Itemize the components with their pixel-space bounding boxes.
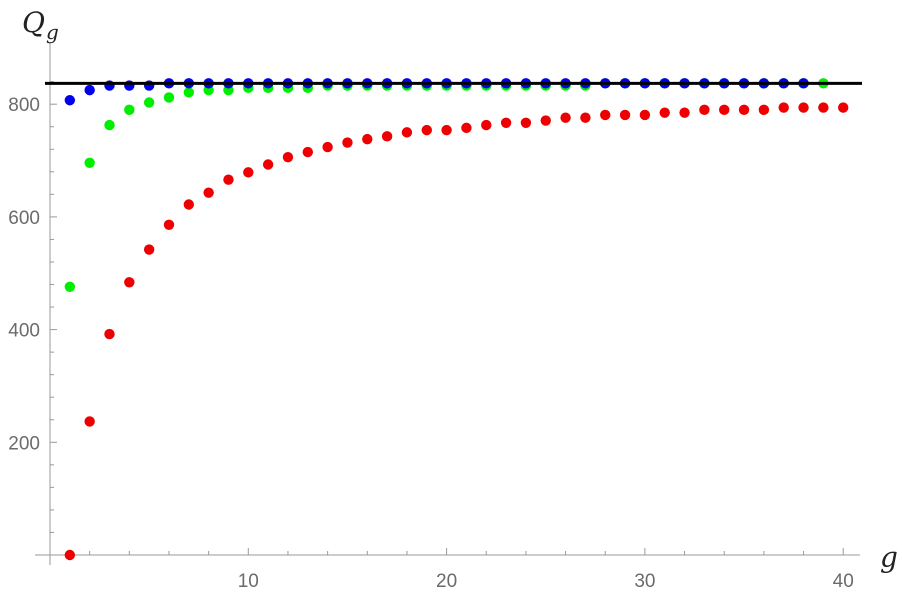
data-point <box>104 328 115 340</box>
data-point <box>481 119 492 131</box>
data-point <box>520 117 532 128</box>
data-point <box>302 146 313 158</box>
data-point <box>183 87 195 98</box>
data-point <box>778 102 789 113</box>
data-point <box>143 244 155 255</box>
x-tick-label: 30 <box>634 571 655 592</box>
data-point <box>84 416 95 427</box>
data-point <box>461 122 472 134</box>
y-tick-label: 800 <box>8 95 40 116</box>
axes <box>35 42 860 565</box>
data-point <box>183 199 195 210</box>
data-point <box>758 104 770 116</box>
data-point <box>64 95 76 106</box>
data-point <box>203 187 214 198</box>
data-point <box>243 167 254 178</box>
data-point <box>560 112 571 123</box>
data-point <box>798 102 809 113</box>
data-point <box>619 109 631 121</box>
data-point <box>401 127 413 138</box>
tick-labels: 10 20 30 40 200 400 600 800 <box>8 95 853 592</box>
data-point <box>600 109 611 121</box>
data-point <box>104 119 115 131</box>
data-point <box>143 97 155 108</box>
y-tick-label: 400 <box>8 321 40 342</box>
data-point <box>163 92 175 103</box>
data-point <box>738 104 750 116</box>
data-point <box>699 104 710 116</box>
data-point <box>580 112 591 123</box>
data-point <box>124 104 135 116</box>
data-point <box>223 174 234 185</box>
data-point <box>322 141 333 153</box>
data-point <box>64 281 76 292</box>
data-point <box>64 549 76 561</box>
data-point <box>719 104 730 116</box>
y-axis-title: Qg <box>22 6 59 44</box>
x-tick-label: 10 <box>238 571 259 592</box>
data-point <box>362 133 373 145</box>
data-point <box>421 124 432 136</box>
y-axis-title-main: Q <box>22 6 45 39</box>
data-point <box>282 151 294 163</box>
series-1 <box>64 102 849 561</box>
data-point <box>679 107 690 118</box>
tick-marks <box>50 81 844 555</box>
x-tick-label: 40 <box>833 571 854 592</box>
data-point <box>381 131 393 142</box>
data-point <box>262 159 274 170</box>
data-point <box>84 157 95 169</box>
series-2 <box>64 78 829 292</box>
data-points <box>64 78 849 561</box>
data-point <box>540 115 551 126</box>
data-point <box>500 117 512 128</box>
data-point <box>441 124 452 136</box>
data-point <box>838 102 849 113</box>
y-axis-title-subscript: g <box>46 20 59 44</box>
data-point <box>659 107 670 118</box>
data-point <box>818 102 829 113</box>
data-point <box>84 84 95 96</box>
data-point <box>124 277 135 288</box>
data-point <box>639 109 651 121</box>
x-tick-label: 20 <box>436 571 457 592</box>
x-axis-title: g <box>880 541 898 574</box>
y-tick-label: 200 <box>8 433 40 454</box>
y-tick-label: 600 <box>8 208 40 229</box>
data-point <box>342 137 353 148</box>
data-point <box>163 219 175 230</box>
